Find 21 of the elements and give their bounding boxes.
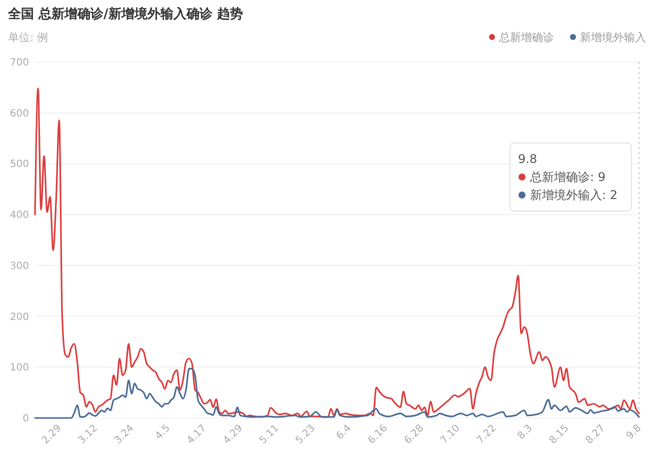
- annotation: 总新增确诊: 9: [529, 170, 606, 184]
- line-series: [34, 88, 640, 418]
- y-tick-label: 500: [10, 159, 29, 170]
- line-series: [34, 368, 640, 419]
- annotation: 新增境外输入: 2: [530, 188, 618, 202]
- x-tick-label: 4.5: [153, 422, 172, 442]
- y-tick-label: 700: [10, 58, 29, 68]
- x-tick-label: 9.8: [624, 422, 644, 442]
- y-tick-label: 300: [10, 260, 29, 272]
- y-tick-label: 100: [10, 362, 29, 374]
- y-tick-label: 0: [22, 414, 29, 424]
- y-axis-title: 单位: 例: [8, 31, 48, 44]
- y-tick-label: 400: [10, 210, 29, 222]
- y-tick-label: 200: [10, 312, 29, 323]
- legend-label: 新增境外输入: [580, 30, 646, 44]
- legend-label: 总新增确诊: [498, 30, 554, 44]
- x-tick-label: 8.3: [516, 422, 535, 442]
- chart-title: 全国 总新增确诊/新增境外输入确诊 趋势: [7, 6, 243, 22]
- x-tick-label: 6.4: [334, 422, 354, 442]
- y-tick-label: 600: [10, 108, 29, 120]
- annotation: 9.8: [518, 152, 538, 166]
